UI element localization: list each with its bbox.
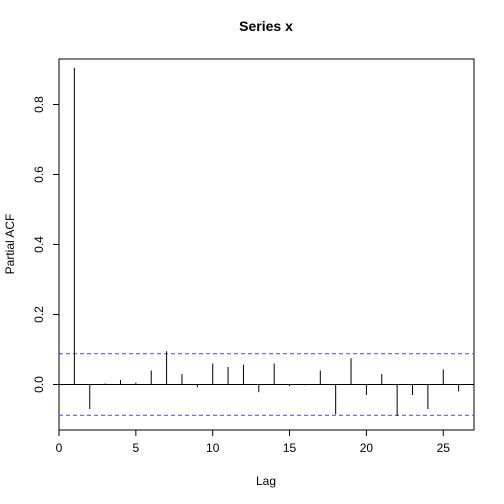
x-tick-label: 20	[360, 441, 374, 455]
y-tick-label: 0.6	[32, 166, 46, 183]
y-tick-label: 0.8	[32, 96, 46, 113]
x-tick-label: 0	[56, 441, 63, 455]
y-tick-label: 0.0	[32, 376, 46, 393]
y-tick-label: 0.2	[32, 306, 46, 323]
confidence-bounds	[59, 353, 474, 416]
y-tick-label: 0.4	[32, 236, 46, 253]
x-tick-label: 5	[133, 441, 140, 455]
x-axis: 0 5 10 15 20 25	[56, 429, 451, 455]
y-axis: 0.0 0.2 0.4 0.6 0.8	[32, 96, 60, 393]
y-axis-label: Partial ACF	[3, 214, 17, 275]
x-tick-label: 25	[437, 441, 451, 455]
chart-title: Series x	[239, 18, 293, 34]
x-tick-label: 15	[283, 441, 297, 455]
x-tick-label: 10	[206, 441, 220, 455]
plot-frame	[58, 58, 475, 431]
x-axis-label: Lag	[256, 474, 276, 488]
pacf-bars	[73, 67, 460, 416]
